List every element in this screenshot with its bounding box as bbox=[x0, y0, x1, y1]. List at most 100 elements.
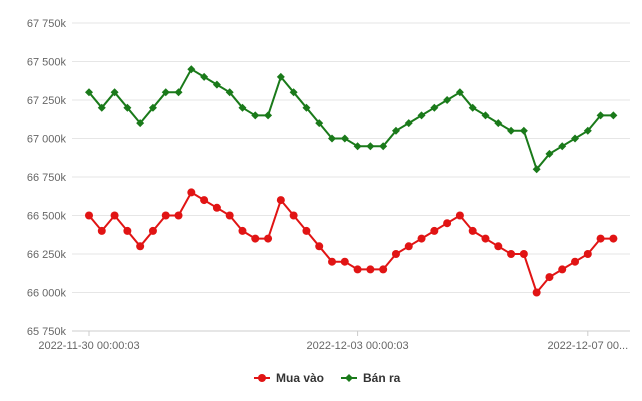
data-point[interactable] bbox=[251, 234, 260, 243]
data-point[interactable] bbox=[289, 88, 298, 97]
data-point[interactable] bbox=[264, 111, 273, 120]
y-tick-label: 67 250k bbox=[27, 95, 67, 107]
data-point[interactable] bbox=[328, 134, 337, 143]
data-point[interactable] bbox=[123, 226, 132, 235]
data-point[interactable] bbox=[366, 265, 375, 274]
data-point[interactable] bbox=[391, 126, 400, 135]
data-point[interactable] bbox=[404, 242, 413, 251]
data-point[interactable] bbox=[507, 126, 516, 135]
series-line bbox=[88, 191, 614, 294]
data-point[interactable] bbox=[110, 211, 119, 220]
data-point[interactable] bbox=[148, 103, 157, 112]
data-point[interactable] bbox=[430, 103, 439, 112]
data-point[interactable] bbox=[468, 226, 477, 235]
data-point[interactable] bbox=[85, 88, 93, 97]
data-point[interactable] bbox=[571, 257, 580, 266]
data-point[interactable] bbox=[379, 142, 388, 151]
data-point[interactable] bbox=[302, 226, 311, 235]
data-point[interactable] bbox=[85, 211, 93, 220]
legend-item-ban-ra[interactable]: Bán ra bbox=[341, 371, 401, 385]
series-line bbox=[88, 68, 614, 171]
data-point[interactable] bbox=[468, 103, 477, 112]
data-point[interactable] bbox=[596, 111, 605, 120]
data-point[interactable] bbox=[161, 211, 170, 220]
data-point[interactable] bbox=[187, 188, 196, 197]
data-point[interactable] bbox=[494, 119, 503, 128]
y-tick-label: 67 500k bbox=[27, 57, 67, 69]
data-point[interactable] bbox=[481, 234, 490, 243]
legend-label: Mua vào bbox=[276, 371, 324, 385]
x-tick-label: 2022-12-07 00... bbox=[547, 340, 628, 352]
data-point[interactable] bbox=[404, 119, 413, 128]
data-point[interactable] bbox=[251, 111, 260, 120]
data-point[interactable] bbox=[264, 234, 273, 243]
data-point[interactable] bbox=[200, 72, 209, 81]
data-point[interactable] bbox=[276, 196, 285, 205]
series-group bbox=[85, 65, 618, 297]
data-point[interactable] bbox=[97, 103, 106, 112]
data-point[interactable] bbox=[481, 111, 490, 120]
data-point[interactable] bbox=[174, 88, 183, 97]
legend-marker bbox=[345, 374, 353, 382]
data-point[interactable] bbox=[315, 119, 324, 128]
data-point[interactable] bbox=[212, 203, 221, 212]
data-point[interactable] bbox=[187, 65, 196, 74]
legend-item-mua-vao[interactable]: Mua vào bbox=[254, 371, 324, 385]
data-point[interactable] bbox=[558, 142, 567, 151]
data-point[interactable] bbox=[340, 257, 349, 266]
data-point[interactable] bbox=[609, 234, 618, 243]
data-point[interactable] bbox=[596, 234, 605, 243]
data-point[interactable] bbox=[289, 211, 298, 220]
data-point[interactable] bbox=[519, 126, 528, 135]
data-point[interactable] bbox=[97, 226, 106, 235]
data-point[interactable] bbox=[545, 149, 554, 158]
data-point[interactable] bbox=[161, 88, 170, 97]
data-point[interactable] bbox=[366, 142, 375, 151]
y-tick-label: 67 750k bbox=[27, 18, 67, 30]
y-tick-label: 66 750k bbox=[27, 172, 67, 184]
data-point[interactable] bbox=[315, 242, 324, 251]
data-point[interactable] bbox=[225, 211, 234, 220]
data-point[interactable] bbox=[417, 234, 426, 243]
data-point[interactable] bbox=[136, 242, 145, 251]
data-point[interactable] bbox=[212, 80, 221, 89]
data-point[interactable] bbox=[391, 250, 400, 258]
series-mua-vao bbox=[85, 188, 618, 297]
data-point[interactable] bbox=[532, 288, 541, 297]
data-point[interactable] bbox=[276, 72, 285, 81]
data-point[interactable] bbox=[238, 103, 247, 112]
data-point[interactable] bbox=[558, 265, 567, 274]
data-point[interactable] bbox=[545, 273, 554, 282]
data-point[interactable] bbox=[455, 88, 464, 97]
data-point[interactable] bbox=[417, 111, 426, 120]
data-point[interactable] bbox=[302, 103, 311, 112]
data-point[interactable] bbox=[136, 119, 145, 128]
data-point[interactable] bbox=[353, 265, 362, 274]
data-point[interactable] bbox=[494, 242, 503, 251]
data-point[interactable] bbox=[148, 226, 157, 235]
data-point[interactable] bbox=[353, 142, 362, 151]
x-tick-label: 2022-12-03 00:00:03 bbox=[307, 340, 409, 352]
data-point[interactable] bbox=[583, 126, 592, 135]
data-point[interactable] bbox=[379, 265, 388, 274]
data-point[interactable] bbox=[225, 88, 234, 97]
data-point[interactable] bbox=[174, 211, 183, 220]
data-point[interactable] bbox=[519, 250, 528, 258]
data-point[interactable] bbox=[571, 134, 580, 143]
data-point[interactable] bbox=[200, 196, 209, 205]
data-point[interactable] bbox=[455, 211, 464, 220]
data-point[interactable] bbox=[123, 103, 132, 112]
legend[interactable]: Mua vào Bán ra bbox=[254, 371, 401, 385]
data-point[interactable] bbox=[238, 226, 247, 235]
data-point[interactable] bbox=[328, 257, 337, 266]
data-point[interactable] bbox=[609, 111, 618, 120]
data-point[interactable] bbox=[110, 88, 119, 97]
data-point[interactable] bbox=[532, 165, 541, 174]
data-point[interactable] bbox=[340, 134, 349, 143]
data-point[interactable] bbox=[443, 96, 452, 104]
data-point[interactable] bbox=[443, 219, 452, 228]
data-point[interactable] bbox=[430, 226, 439, 235]
data-point[interactable] bbox=[507, 250, 516, 258]
data-point[interactable] bbox=[583, 250, 592, 258]
